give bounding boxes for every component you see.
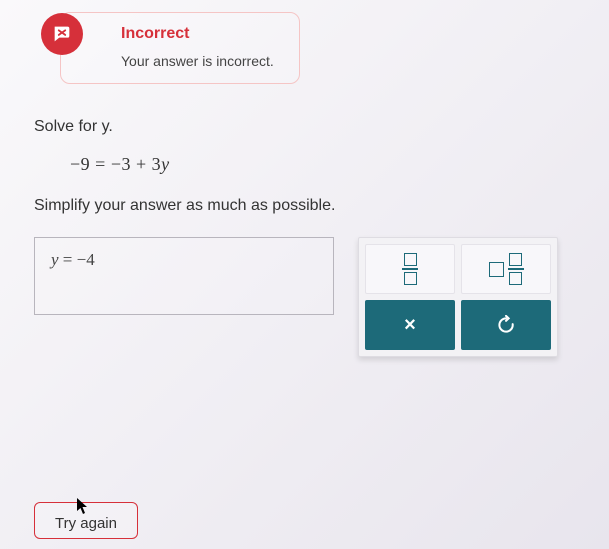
mixed-number-icon: [489, 253, 524, 285]
feedback-message: Your answer is incorrect.: [121, 53, 281, 69]
undo-button[interactable]: [461, 300, 551, 350]
x-icon: ×: [404, 314, 416, 337]
fraction-icon: [402, 253, 418, 285]
try-again-label: Try again: [55, 515, 117, 532]
fraction-button[interactable]: [365, 244, 455, 294]
undo-icon: [496, 315, 516, 335]
try-again-button[interactable]: Try again: [34, 502, 138, 539]
feedback-box: Incorrect Your answer is incorrect.: [60, 12, 300, 84]
math-toolbar: ×: [358, 237, 558, 357]
equation: −9 = −3 + 3y: [70, 154, 589, 175]
clear-button[interactable]: ×: [365, 300, 455, 350]
mixed-number-button[interactable]: [461, 244, 551, 294]
instruction-simplify: Simplify your answer as much as possible…: [34, 197, 589, 215]
answer-input[interactable]: y = −4: [34, 237, 334, 315]
problem-area: Solve for y. −9 = −3 + 3y Simplify your …: [20, 118, 589, 215]
feedback-title: Incorrect: [121, 25, 281, 43]
cursor-icon: [76, 497, 90, 515]
instruction-solve: Solve for y.: [34, 118, 589, 136]
incorrect-icon: [41, 13, 83, 55]
